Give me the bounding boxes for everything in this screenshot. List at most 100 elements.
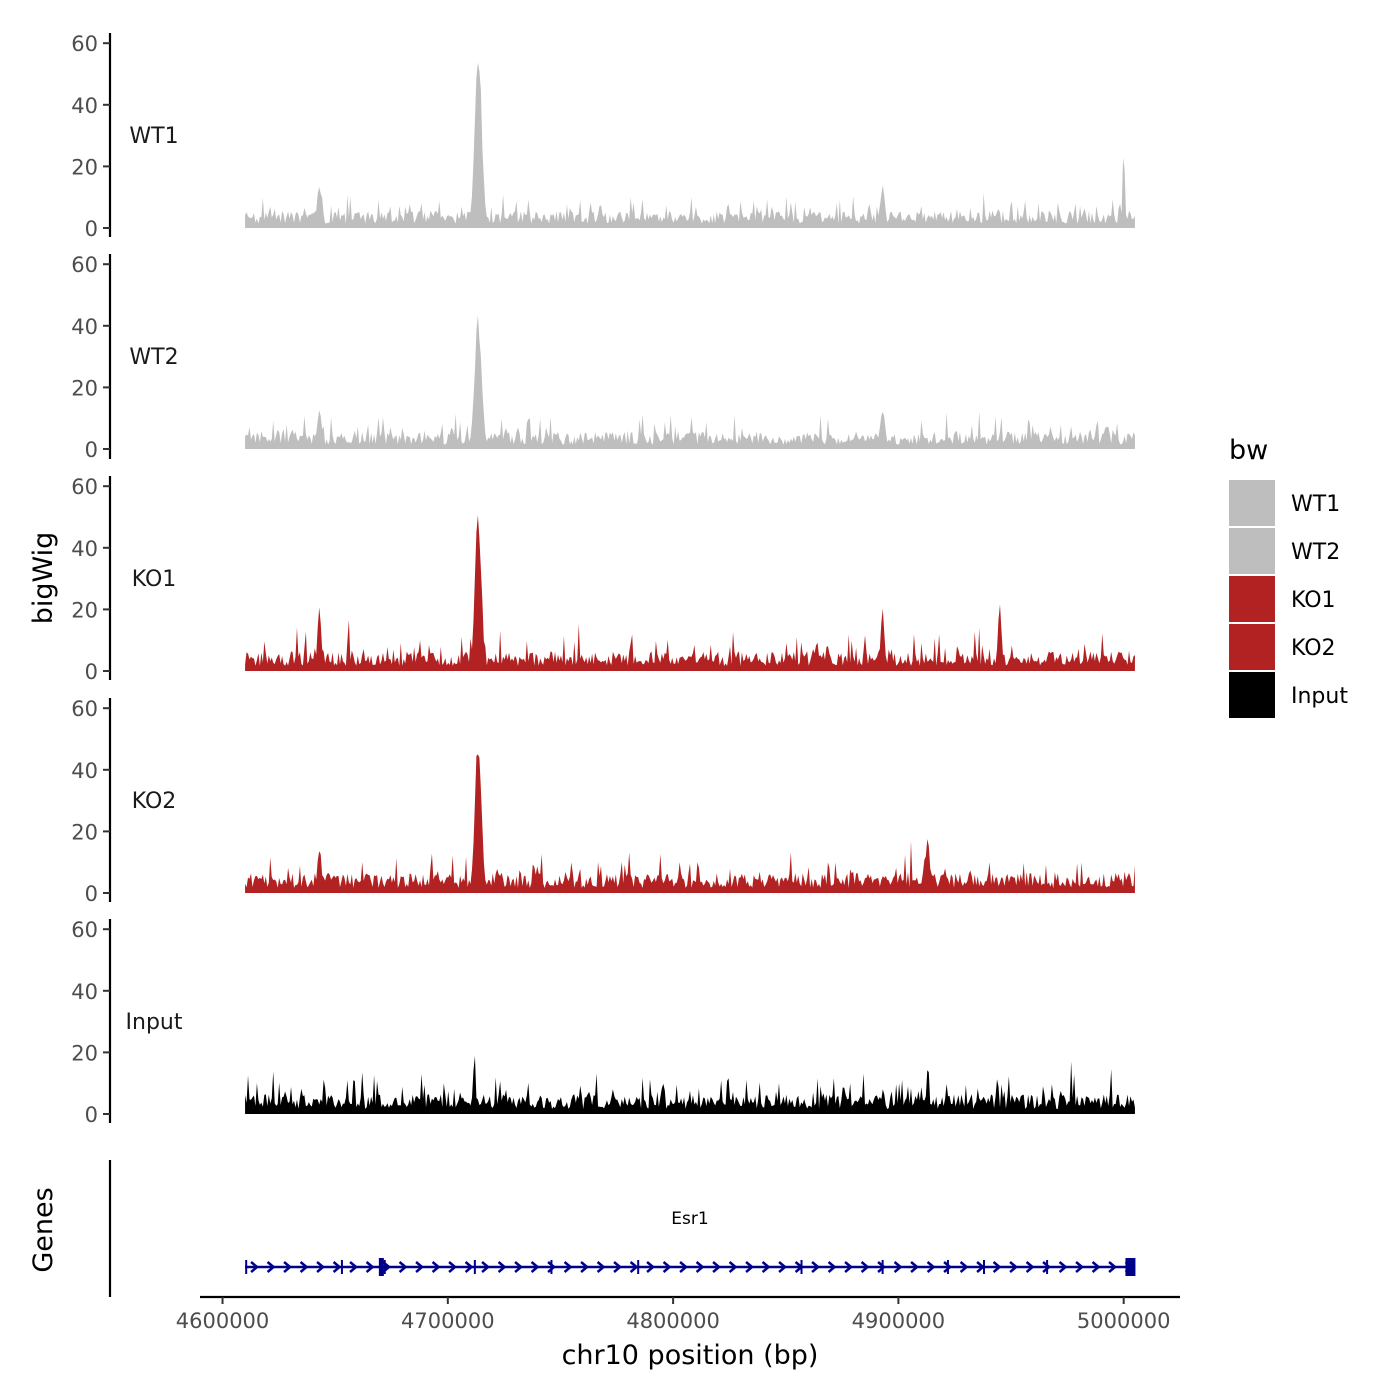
strand-arrow [745, 1261, 755, 1273]
strand-arrow [266, 1261, 276, 1273]
exon [383, 1260, 386, 1274]
strand-arrow [448, 1261, 458, 1273]
x-axis-title: chr10 position (bp) [562, 1340, 819, 1371]
strand-arrow [893, 1261, 903, 1273]
track-label-wt1: WT1 [129, 124, 178, 149]
x-tick-label: 4900000 [852, 1309, 946, 1333]
gene-name-label: Esr1 [671, 1209, 708, 1229]
exon [340, 1260, 343, 1274]
y-tick-label: 60 [71, 918, 98, 942]
legend-swatch-wt1 [1229, 480, 1275, 526]
legend-label-input: Input [1291, 684, 1348, 709]
legend-label-ko1: KO1 [1291, 588, 1336, 613]
strand-arrow [1075, 1261, 1085, 1273]
strand-arrow [349, 1261, 359, 1273]
exon [983, 1260, 985, 1274]
strand-arrow [415, 1261, 425, 1273]
exon [245, 1260, 248, 1274]
strand-arrow [613, 1261, 623, 1273]
strand-arrow [481, 1261, 491, 1273]
y-axis-title: bigWig [28, 532, 59, 625]
strand-arrow [250, 1261, 260, 1273]
y-tick-label: 20 [71, 820, 98, 844]
track-label-input: Input [126, 1010, 183, 1035]
y-tick-label: 40 [71, 315, 98, 339]
strand-arrow [596, 1261, 606, 1273]
strand-arrow [844, 1261, 854, 1273]
legend-swatch-ko1 [1229, 576, 1275, 622]
strand-arrow [728, 1261, 738, 1273]
y-tick-label: 20 [71, 1041, 98, 1065]
strand-arrow [1091, 1261, 1101, 1273]
exon [637, 1260, 640, 1274]
strand-arrow [712, 1261, 722, 1273]
exon [946, 1260, 949, 1274]
y-tick-label: 0 [85, 438, 98, 462]
x-tick-label: 5000000 [1077, 1309, 1171, 1333]
strand-arrow [332, 1261, 342, 1273]
strand-arrow [943, 1261, 953, 1273]
strand-arrow [629, 1261, 639, 1273]
strand-arrow [514, 1261, 524, 1273]
y-tick-label: 60 [71, 697, 98, 721]
gene-track-label: Genes [28, 1187, 59, 1272]
legend: bw WT1 WT2 KO1 KO2 Input [1229, 435, 1348, 718]
y-tick-label: 60 [71, 32, 98, 56]
coverage-area-ko1 [245, 515, 1135, 671]
strand-arrow [959, 1261, 969, 1273]
strand-arrow [811, 1261, 821, 1273]
strand-arrow [299, 1261, 309, 1273]
strand-arrow [926, 1261, 936, 1273]
y-tick-label: 40 [71, 537, 98, 561]
strand-arrow [778, 1261, 788, 1273]
coverage-area-input [245, 1055, 1135, 1114]
track-label-ko1: KO1 [132, 567, 177, 592]
y-axes: 0 20 40 60 0 20 40 60 0 20 40 60 0 20 40 60 0 20 40 60 [71, 32, 112, 1127]
strand-arrow [1108, 1261, 1118, 1273]
strand-arrow [679, 1261, 689, 1273]
y-tick-label: 40 [71, 980, 98, 1004]
coverage-area-ko2 [245, 754, 1135, 893]
strand-arrow [398, 1261, 408, 1273]
strand-arrow [530, 1261, 540, 1273]
coverage-area-wt1 [245, 62, 1135, 228]
strand-arrow [646, 1261, 656, 1273]
y-tick-label: 0 [85, 882, 98, 906]
strand-arrow [695, 1261, 705, 1273]
exon [550, 1260, 553, 1274]
exon [1046, 1260, 1049, 1274]
strand-arrow [877, 1261, 887, 1273]
y-tick-label: 0 [85, 217, 98, 241]
strand-arrow [547, 1261, 557, 1273]
strand-arrow [910, 1261, 920, 1273]
strand-arrow [827, 1261, 837, 1273]
strand-arrow [761, 1261, 771, 1273]
y-tick-label: 60 [71, 475, 98, 499]
y-tick-label: 20 [71, 598, 98, 622]
strand-arrow [1042, 1261, 1052, 1273]
legend-swatch-input [1229, 672, 1275, 718]
exon [1125, 1258, 1136, 1276]
x-axis: 4600000 4700000 4800000 4900000 5000000 [176, 1295, 1180, 1333]
strand-arrow [1025, 1261, 1035, 1273]
strand-arrow [1058, 1261, 1068, 1273]
strand-arrow [563, 1261, 573, 1273]
exon [378, 1258, 384, 1276]
track-label-wt2: WT2 [129, 345, 178, 370]
legend-label-wt2: WT2 [1291, 540, 1340, 565]
strand-arrow [662, 1261, 672, 1273]
x-tick-label: 4700000 [401, 1309, 495, 1333]
y-tick-label: 20 [71, 376, 98, 400]
y-tick-label: 40 [71, 759, 98, 783]
exon [800, 1260, 803, 1274]
y-tick-label: 40 [71, 94, 98, 118]
y-tick-label: 20 [71, 155, 98, 179]
y-tick-label: 0 [85, 1103, 98, 1127]
legend-label-wt1: WT1 [1291, 492, 1340, 517]
x-tick-label: 4600000 [176, 1309, 270, 1333]
strand-arrow [316, 1261, 326, 1273]
y-tick-label: 0 [85, 660, 98, 684]
exon [473, 1260, 476, 1274]
strand-arrow [365, 1261, 375, 1273]
